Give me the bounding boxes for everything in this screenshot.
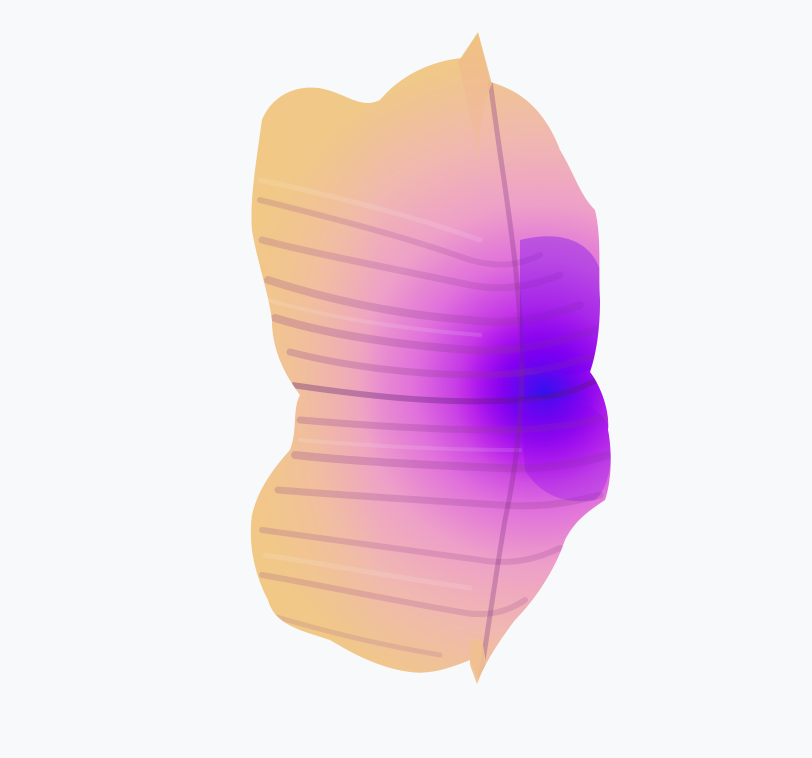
lower-ridges <box>259 414 611 658</box>
right-upper-lobe <box>520 236 602 376</box>
highlight-bands <box>257 177 522 591</box>
bottom-spike <box>470 640 486 684</box>
left-tan-wash <box>250 40 380 680</box>
right-lower-lobe <box>520 398 611 502</box>
top-spike <box>458 32 492 160</box>
vertical-seam <box>477 79 525 680</box>
upper-ridges <box>257 197 599 379</box>
waist-crease <box>291 375 602 405</box>
